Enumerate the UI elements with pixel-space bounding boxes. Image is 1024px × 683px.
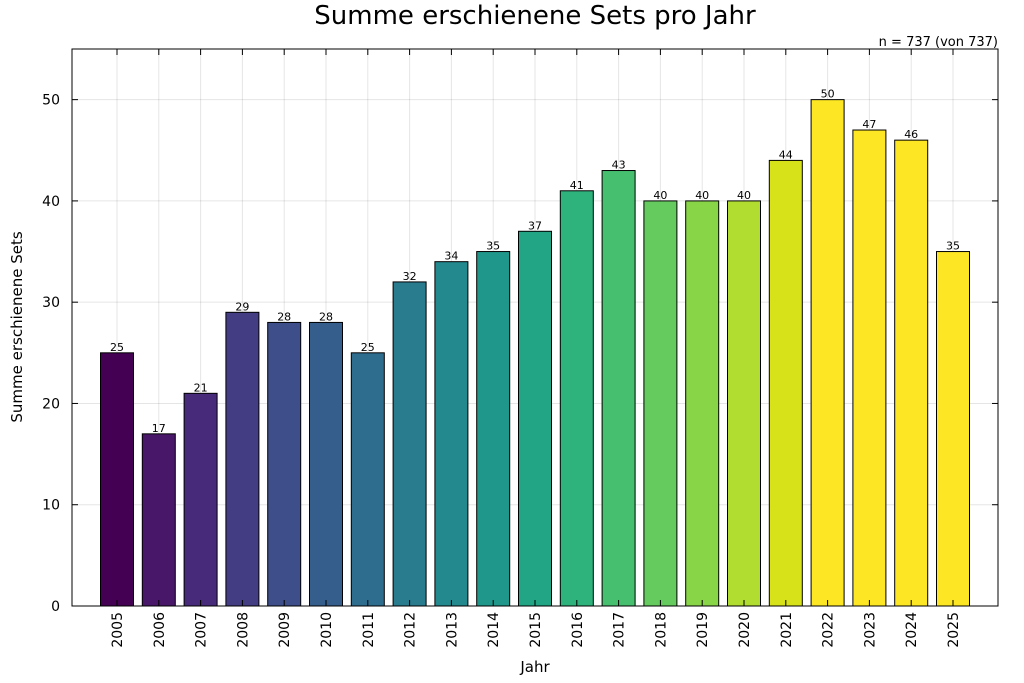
y-tick-label-0: 0 (51, 599, 60, 615)
bar-2019 (685, 200, 720, 607)
data-label-2005: 25 (110, 341, 124, 354)
data-labels: 25 17 21 29 28 28 25 32 34 35 37 41 43 40 40 40 44 50 47 46… (110, 88, 960, 435)
bar-2021 (768, 159, 803, 607)
tick-labels: 0 10 20 30 40 50 2005 2006 2007 2008 2009 2010 2011 2… (42, 93, 962, 648)
y-tick-label-20: 20 (42, 396, 60, 412)
data-label-2019: 40 (695, 189, 709, 202)
plot-frame (71, 48, 999, 607)
data-label-2014: 35 (486, 240, 500, 253)
bar-2005 (100, 352, 134, 607)
x-tick-label-2010: 2010 (319, 612, 335, 648)
chart-title: Summe erschienene Sets pro Jahr (314, 1, 756, 31)
x-tick-label-2023: 2023 (862, 612, 878, 648)
x-tick-label-2024: 2024 (904, 612, 920, 648)
bar-2008 (225, 311, 260, 607)
x-tick-label-2006: 2006 (152, 612, 168, 648)
bar-2025 (936, 251, 970, 607)
x-tick-label-2016: 2016 (570, 612, 586, 648)
bar-2009 (267, 321, 302, 607)
x-tick-label-2014: 2014 (486, 612, 502, 648)
sample-size-note: n = 737 (von 737) (879, 35, 998, 50)
x-tick-label-2008: 2008 (235, 612, 251, 648)
y-tick-label-40: 40 (42, 194, 60, 210)
x-axis-label: Jahr (519, 658, 550, 676)
x-tick-label-2017: 2017 (612, 612, 628, 648)
data-label-2016: 41 (570, 179, 584, 192)
bar-2016 (559, 190, 594, 607)
data-label-2024: 46 (904, 128, 918, 141)
data-label-2020: 40 (737, 189, 751, 202)
data-label-2010: 28 (319, 310, 333, 323)
x-tick-label-2020: 2020 (737, 612, 753, 648)
axis-ticks (72, 49, 998, 607)
x-tick-label-2012: 2012 (403, 612, 419, 648)
x-tick-label-2005: 2005 (110, 612, 126, 648)
data-label-2025: 35 (946, 240, 960, 253)
bar-2014 (476, 251, 511, 607)
x-tick-label-2013: 2013 (444, 612, 460, 648)
data-label-2015: 37 (528, 219, 542, 232)
x-tick-label-2025: 2025 (946, 612, 962, 648)
bar-2015 (518, 230, 552, 607)
bar-2010 (309, 321, 343, 607)
data-label-2009: 28 (277, 310, 291, 323)
bar-2024 (894, 139, 929, 607)
data-label-2013: 34 (444, 250, 458, 263)
data-label-2021: 44 (779, 148, 793, 161)
data-label-2012: 32 (403, 270, 417, 283)
bar-2022 (810, 99, 845, 607)
data-label-2007: 21 (194, 381, 208, 394)
bar-2007 (183, 392, 218, 607)
x-tick-label-2019: 2019 (695, 612, 711, 648)
data-label-2011: 25 (361, 341, 375, 354)
bar-2023 (852, 129, 887, 607)
bar-2017 (601, 170, 636, 607)
bar-2012 (392, 281, 427, 607)
y-tick-label-30: 30 (42, 295, 60, 311)
x-tick-label-2022: 2022 (821, 612, 837, 648)
x-tick-label-2009: 2009 (277, 612, 293, 648)
x-tick-label-2015: 2015 (528, 612, 544, 648)
y-axis-label: Summe erschienene Sets (8, 231, 26, 422)
bars (100, 99, 970, 607)
data-label-2006: 17 (152, 422, 166, 435)
bar-2020 (727, 200, 761, 607)
y-tick-label-50: 50 (42, 93, 60, 109)
x-tick-label-2011: 2011 (361, 612, 377, 648)
bar-2013 (434, 261, 469, 607)
bar-2018 (643, 200, 678, 607)
data-label-2023: 47 (862, 118, 876, 131)
bar-2011 (350, 352, 385, 607)
y-tick-label-10: 10 (42, 498, 60, 514)
x-tick-label-2007: 2007 (194, 612, 210, 648)
x-tick-label-2021: 2021 (779, 612, 795, 648)
data-label-2022: 50 (821, 88, 835, 101)
data-label-2008: 29 (235, 300, 249, 313)
data-label-2018: 40 (653, 189, 667, 202)
data-label-2017: 43 (612, 159, 626, 172)
x-tick-label-2018: 2018 (653, 612, 669, 648)
bar-2006 (141, 433, 176, 607)
